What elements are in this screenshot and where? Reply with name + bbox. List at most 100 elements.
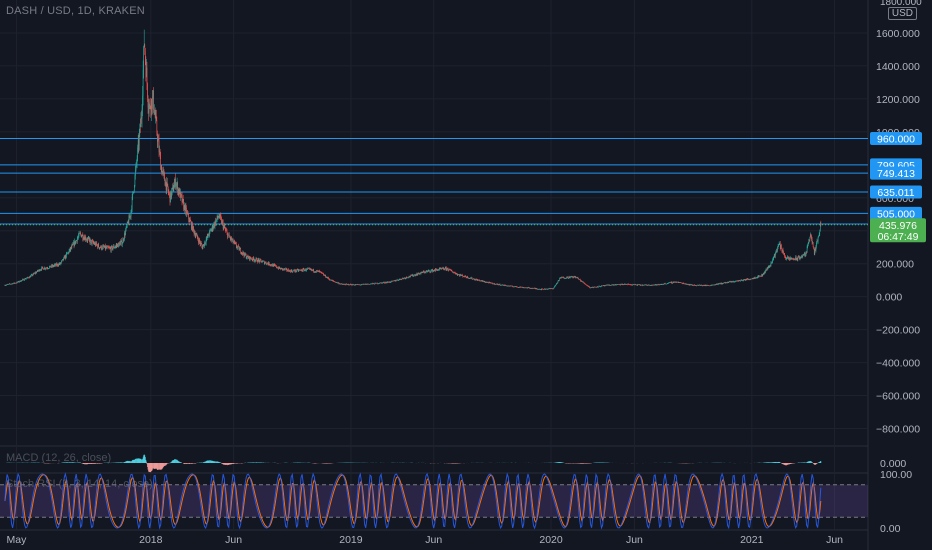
candle-body bbox=[461, 274, 462, 276]
candle-body bbox=[694, 285, 696, 286]
candle-body bbox=[458, 274, 459, 276]
candle-body bbox=[614, 284, 616, 285]
candle-body bbox=[594, 286, 596, 288]
candle-body bbox=[464, 276, 465, 278]
candle-body bbox=[434, 270, 436, 272]
candle-body bbox=[268, 262, 270, 265]
candle-body bbox=[793, 258, 795, 260]
candle-body bbox=[276, 267, 278, 269]
candle-body bbox=[250, 256, 251, 259]
candle-body bbox=[87, 238, 89, 241]
candle-body bbox=[779, 243, 781, 244]
candle-body bbox=[254, 260, 255, 261]
candle-body bbox=[310, 269, 312, 270]
candle-body bbox=[360, 284, 362, 286]
candle-body bbox=[509, 285, 510, 287]
candle-body bbox=[73, 242, 74, 245]
candle-body bbox=[194, 233, 196, 237]
candle-body bbox=[203, 244, 205, 246]
candle-body bbox=[455, 273, 457, 275]
candle-body bbox=[679, 282, 681, 283]
candle-body bbox=[30, 275, 32, 278]
candle-body bbox=[725, 282, 727, 284]
candle-body bbox=[268, 262, 269, 265]
x-tick-label: Jun bbox=[425, 534, 442, 546]
candle-body bbox=[83, 237, 85, 240]
candle-body bbox=[760, 276, 761, 277]
candle-body bbox=[598, 286, 600, 287]
candle-body bbox=[10, 284, 12, 285]
candle-body bbox=[558, 278, 560, 281]
candle-body bbox=[222, 221, 223, 223]
candle-body bbox=[112, 246, 113, 250]
candle-body bbox=[600, 286, 602, 288]
candle-body bbox=[410, 275, 412, 276]
currency-badge[interactable]: USD bbox=[887, 7, 917, 20]
candle-body bbox=[785, 259, 787, 260]
candle-body bbox=[221, 218, 222, 224]
y-tick-label: −800.000 bbox=[876, 424, 920, 436]
candle-body bbox=[510, 285, 512, 287]
candle-body bbox=[681, 282, 683, 284]
candle-body bbox=[299, 269, 300, 271]
candle-body bbox=[338, 282, 340, 284]
candle-body bbox=[665, 283, 667, 285]
candle-body bbox=[172, 185, 174, 188]
horizontal-levels[interactable] bbox=[0, 137, 868, 226]
candle-body bbox=[126, 226, 127, 227]
symbol-title[interactable]: DASH / USD, 1D, KRAKEN bbox=[6, 5, 145, 17]
candle-body bbox=[225, 229, 227, 231]
candle-body bbox=[301, 269, 302, 271]
candle-body bbox=[328, 277, 329, 279]
candle-body bbox=[816, 242, 817, 247]
stoch-rsi-label[interactable]: Stoch RSI (3, 3, 14, 14, close) bbox=[6, 478, 153, 490]
candle-body bbox=[33, 273, 35, 274]
candle-body bbox=[712, 284, 714, 286]
candle-body bbox=[636, 284, 638, 286]
candle-body bbox=[136, 162, 137, 164]
macd-label[interactable]: MACD (12, 26, close) bbox=[6, 452, 112, 464]
candle-body bbox=[577, 276, 578, 278]
candle-body bbox=[111, 246, 112, 252]
candle-body bbox=[537, 289, 539, 290]
candle-body bbox=[656, 284, 658, 286]
candle-body bbox=[517, 287, 519, 288]
candle-body bbox=[141, 117, 142, 119]
candle-body bbox=[731, 281, 732, 283]
candle-body bbox=[596, 286, 598, 288]
candle-body bbox=[478, 280, 480, 281]
candle-body bbox=[314, 271, 316, 273]
candle-body bbox=[765, 269, 767, 271]
candle-body bbox=[70, 247, 72, 250]
candle-body bbox=[709, 285, 710, 287]
candle-body bbox=[566, 276, 568, 279]
candle-body bbox=[578, 278, 579, 280]
candle-body bbox=[531, 288, 532, 290]
candle-body bbox=[223, 226, 225, 229]
candle-body bbox=[751, 278, 753, 280]
candle-body bbox=[39, 270, 41, 272]
candle-body bbox=[205, 239, 207, 243]
candle-body bbox=[728, 281, 730, 283]
candle-body bbox=[644, 284, 646, 286]
candle-body bbox=[440, 268, 442, 269]
candle-body bbox=[689, 284, 691, 286]
candle-body bbox=[500, 285, 502, 286]
candle-body bbox=[90, 239, 92, 241]
candle-body bbox=[568, 276, 570, 279]
candle-body bbox=[11, 283, 12, 285]
candle-body bbox=[325, 275, 327, 278]
candle-body bbox=[262, 261, 264, 262]
x-tick-label: 2021 bbox=[740, 534, 764, 546]
candle-body bbox=[711, 284, 713, 286]
candle-body bbox=[232, 238, 234, 243]
x-tick-label: 2019 bbox=[339, 534, 363, 546]
level-tag: 960.000 bbox=[877, 133, 915, 145]
candle-body bbox=[680, 282, 682, 284]
candle-body bbox=[261, 260, 262, 263]
candle-body bbox=[250, 258, 252, 260]
candle-body bbox=[103, 247, 105, 248]
candle-body bbox=[722, 282, 724, 284]
candle-body bbox=[63, 256, 65, 258]
